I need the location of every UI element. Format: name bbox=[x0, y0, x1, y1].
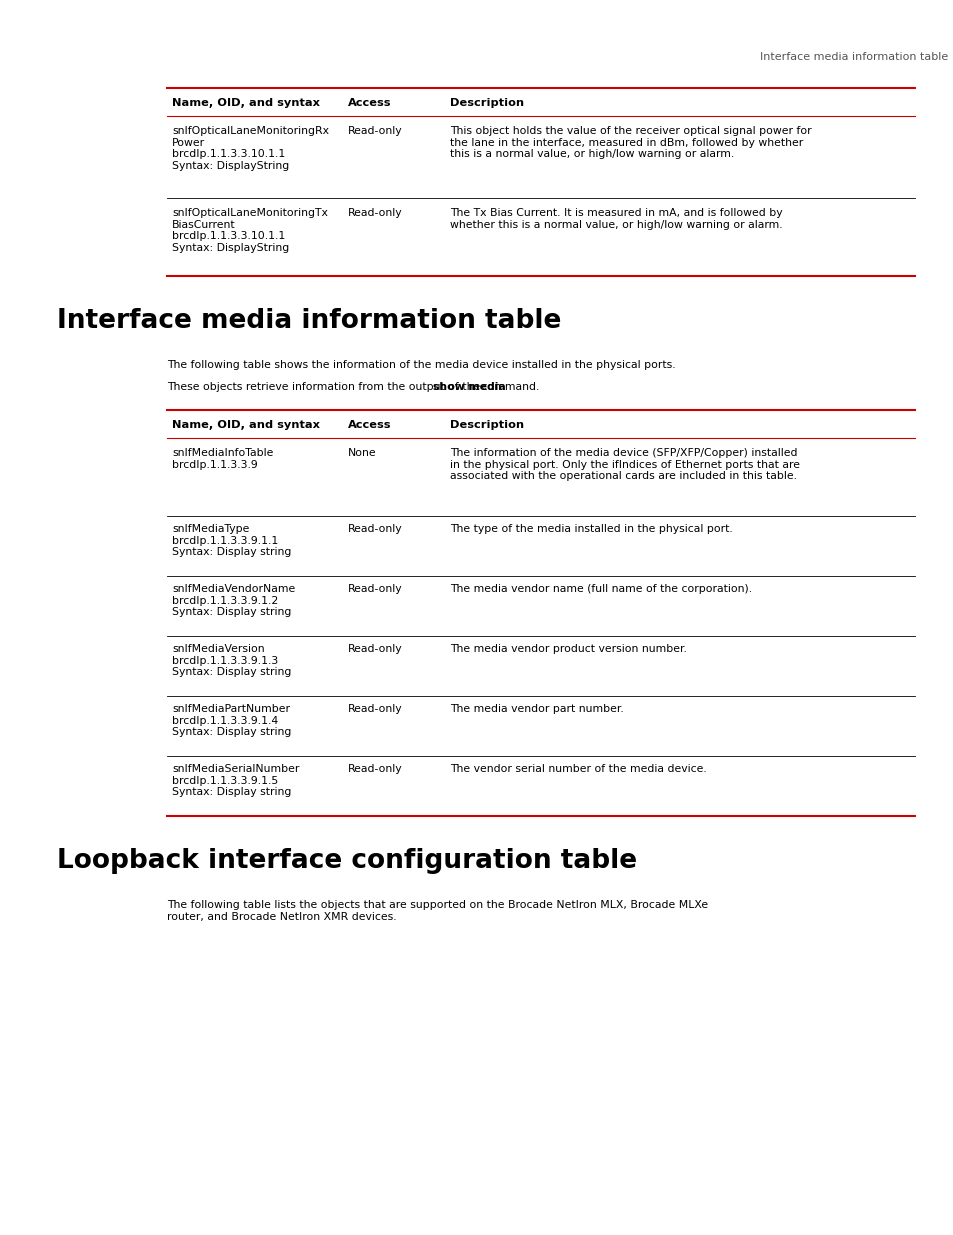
Text: Interface media information table: Interface media information table bbox=[760, 52, 947, 62]
Text: show media: show media bbox=[433, 382, 505, 391]
Text: Access: Access bbox=[348, 420, 391, 430]
Text: Read-only: Read-only bbox=[348, 643, 402, 655]
Text: snIfOpticalLaneMonitoringTx
BiasCurrent
brcdIp.1.1.3.3.10.1.1
Syntax: DisplayStr: snIfOpticalLaneMonitoringTx BiasCurrent … bbox=[172, 207, 328, 253]
Text: Name, OID, and syntax: Name, OID, and syntax bbox=[172, 98, 319, 107]
Text: The Tx Bias Current. It is measured in mA, and is followed by
whether this is a : The Tx Bias Current. It is measured in m… bbox=[450, 207, 781, 230]
Text: Loopback interface configuration table: Loopback interface configuration table bbox=[57, 848, 637, 874]
Text: The following table lists the objects that are supported on the Brocade NetIron : The following table lists the objects th… bbox=[167, 900, 707, 921]
Text: command.: command. bbox=[478, 382, 539, 391]
Text: Read-only: Read-only bbox=[348, 524, 402, 534]
Text: snIfMediaVersion
brcdIp.1.1.3.3.9.1.3
Syntax: Display string: snIfMediaVersion brcdIp.1.1.3.3.9.1.3 Sy… bbox=[172, 643, 291, 677]
Text: The media vendor name (full name of the corporation).: The media vendor name (full name of the … bbox=[450, 584, 751, 594]
Text: Description: Description bbox=[450, 98, 523, 107]
Text: Description: Description bbox=[450, 420, 523, 430]
Text: snIfMediaVendorName
brcdIp.1.1.3.3.9.1.2
Syntax: Display string: snIfMediaVendorName brcdIp.1.1.3.3.9.1.2… bbox=[172, 584, 294, 618]
Text: Read-only: Read-only bbox=[348, 584, 402, 594]
Text: Access: Access bbox=[348, 98, 391, 107]
Text: The media vendor part number.: The media vendor part number. bbox=[450, 704, 623, 714]
Text: Read-only: Read-only bbox=[348, 704, 402, 714]
Text: Read-only: Read-only bbox=[348, 207, 402, 219]
Text: The media vendor product version number.: The media vendor product version number. bbox=[450, 643, 686, 655]
Text: Read-only: Read-only bbox=[348, 764, 402, 774]
Text: snIfMediaInfoTable
brcdIp.1.1.3.3.9: snIfMediaInfoTable brcdIp.1.1.3.3.9 bbox=[172, 448, 274, 469]
Text: snIfMediaType
brcdIp.1.1.3.3.9.1.1
Syntax: Display string: snIfMediaType brcdIp.1.1.3.3.9.1.1 Synta… bbox=[172, 524, 291, 557]
Text: This object holds the value of the receiver optical signal power for
the lane in: This object holds the value of the recei… bbox=[450, 126, 811, 159]
Text: The vendor serial number of the media device.: The vendor serial number of the media de… bbox=[450, 764, 706, 774]
Text: The following table shows the information of the media device installed in the p: The following table shows the informatio… bbox=[167, 359, 675, 370]
Text: The type of the media installed in the physical port.: The type of the media installed in the p… bbox=[450, 524, 732, 534]
Text: Interface media information table: Interface media information table bbox=[57, 308, 560, 333]
Text: snIfMediaSerialNumber
brcdIp.1.1.3.3.9.1.5
Syntax: Display string: snIfMediaSerialNumber brcdIp.1.1.3.3.9.1… bbox=[172, 764, 299, 798]
Text: These objects retrieve information from the output of the: These objects retrieve information from … bbox=[167, 382, 483, 391]
Text: None: None bbox=[348, 448, 376, 458]
Text: snIfOpticalLaneMonitoringRx
Power
brcdIp.1.1.3.3.10.1.1
Syntax: DisplayString: snIfOpticalLaneMonitoringRx Power brcdIp… bbox=[172, 126, 329, 170]
Text: Read-only: Read-only bbox=[348, 126, 402, 136]
Text: The information of the media device (SFP/XFP/Copper) installed
in the physical p: The information of the media device (SFP… bbox=[450, 448, 800, 482]
Text: snIfMediaPartNumber
brcdIp.1.1.3.3.9.1.4
Syntax: Display string: snIfMediaPartNumber brcdIp.1.1.3.3.9.1.4… bbox=[172, 704, 291, 737]
Text: Name, OID, and syntax: Name, OID, and syntax bbox=[172, 420, 319, 430]
